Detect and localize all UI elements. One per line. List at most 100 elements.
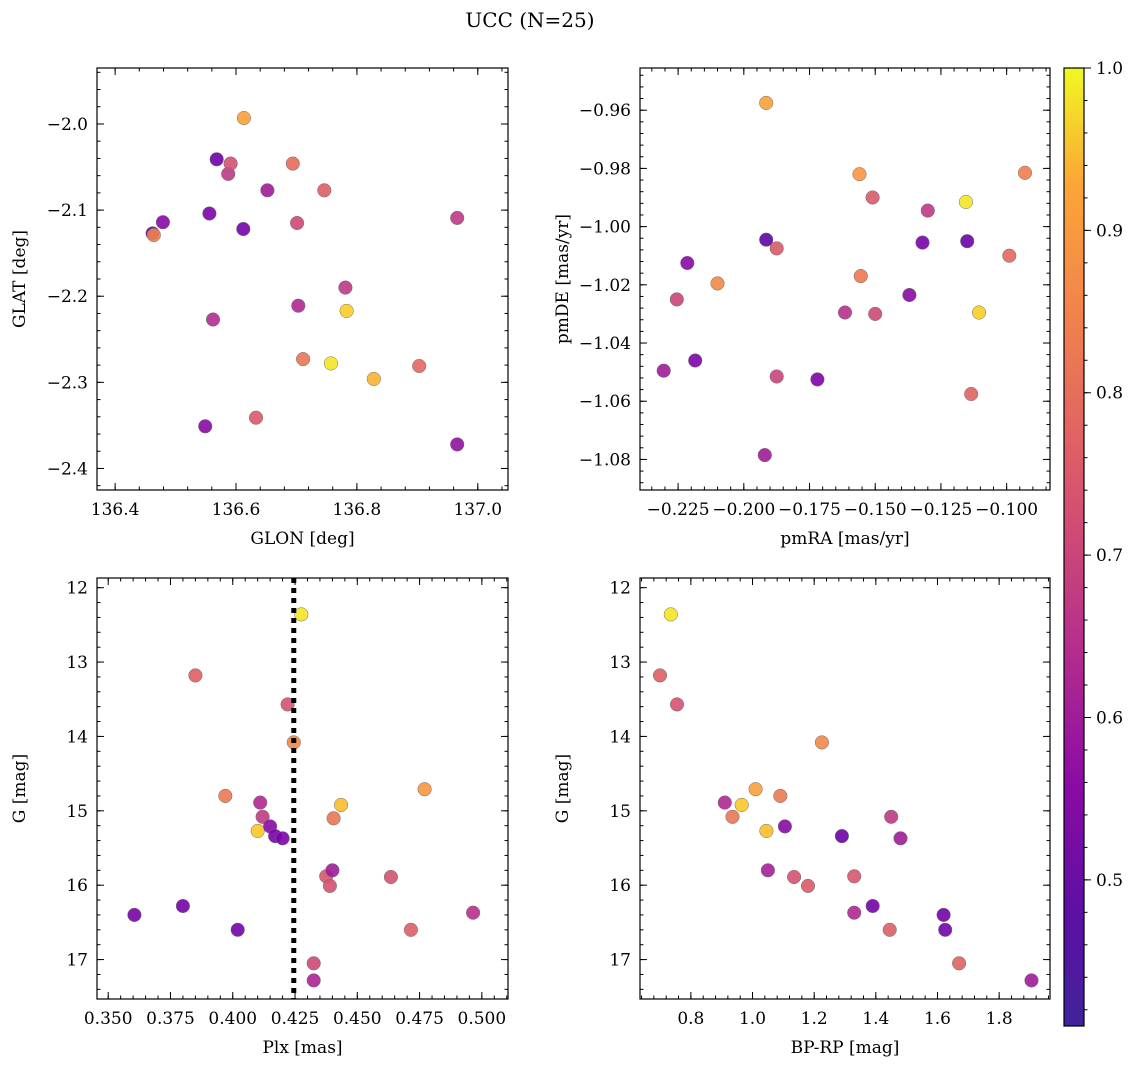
plot-frame	[96, 67, 509, 491]
y-tick-label: 14	[66, 727, 88, 747]
data-point	[868, 306, 883, 321]
data-point	[198, 419, 213, 434]
colorbar: 0.5 0.6 0.7 0.8 0.9 1.0	[1063, 59, 1123, 1027]
y-tick-label: 14	[609, 727, 631, 747]
x-tick-label: 1.0	[739, 1009, 766, 1029]
data-point	[306, 973, 321, 988]
plot-frame	[639, 67, 1051, 491]
colorbar-tick-label: 0.8	[1096, 384, 1123, 404]
data-point	[202, 206, 217, 221]
y-axis-label: G [mag]	[553, 754, 573, 823]
colorbar-tick-label: 0.5	[1096, 871, 1123, 891]
x-tick-label: 1.8	[986, 1009, 1013, 1029]
data-point	[759, 95, 774, 110]
data-point	[800, 878, 816, 893]
data-point	[146, 228, 161, 243]
x-tick-label: 137.0	[453, 500, 502, 520]
x-tick-label: 0.500	[458, 1009, 507, 1029]
data-point	[322, 878, 337, 893]
y-tick-label: 13	[609, 653, 631, 673]
data-point	[734, 797, 749, 812]
data-point	[882, 922, 897, 937]
y-tick-label: −1.00	[579, 218, 631, 238]
data-point	[280, 697, 295, 712]
data-point	[323, 356, 338, 371]
data-point	[223, 156, 238, 171]
data-point	[717, 795, 732, 810]
data-point	[652, 668, 668, 683]
data-point	[155, 215, 170, 230]
x-tick-label: −0.150	[844, 500, 907, 520]
x-tick-label: −0.225	[647, 500, 710, 520]
x-tick-label: 136.8	[333, 500, 382, 520]
y-axis-label: GLAT [deg]	[10, 230, 30, 328]
data-point	[1024, 973, 1039, 988]
data-point	[260, 183, 275, 198]
colorbar-tick-label: 0.6	[1096, 708, 1123, 728]
y-tick-label: 12	[609, 579, 631, 599]
y-tick-label: 12	[66, 579, 88, 599]
data-point	[383, 869, 398, 885]
y-tick-label: 17	[609, 951, 631, 971]
x-tick-label: 136.4	[91, 500, 140, 520]
x-tick-label: 0.425	[271, 1009, 320, 1029]
data-point	[339, 303, 354, 318]
x-tick-label: 0.375	[146, 1009, 195, 1029]
x-axis-label: pmRA [mas/yr]	[780, 529, 909, 549]
y-tick-label: −2.2	[47, 287, 88, 307]
data-point	[777, 819, 792, 834]
x-tick-label: 0.400	[208, 1009, 257, 1029]
data-point	[236, 110, 251, 126]
data-point	[255, 809, 270, 824]
y-tick-label: −0.96	[579, 101, 631, 121]
colorbar-tick-label: 0.7	[1096, 546, 1123, 566]
data-point	[326, 811, 341, 826]
data-point	[230, 922, 245, 937]
data-point	[366, 371, 381, 386]
data-point	[958, 194, 973, 209]
data-point	[188, 668, 203, 683]
y-tick-label: 13	[66, 653, 88, 673]
data-point	[656, 363, 671, 378]
data-point	[865, 898, 880, 914]
x-tick-label: 0.475	[395, 1009, 444, 1029]
data-point	[760, 863, 775, 878]
data-point	[847, 905, 862, 920]
data-point	[902, 287, 917, 303]
colorbar-tick-label: 0.9	[1096, 221, 1123, 241]
data-point	[306, 956, 321, 971]
x-tick-label: 0.450	[333, 1009, 382, 1029]
data-point	[1017, 165, 1033, 180]
data-point	[769, 241, 784, 256]
data-point	[810, 372, 825, 387]
data-point	[253, 795, 268, 810]
data-point	[669, 292, 684, 307]
y-tick-label: −2.1	[47, 201, 88, 221]
x-tick-label: 1.6	[924, 1009, 951, 1029]
data-point	[710, 276, 725, 291]
y-tick-label: 15	[66, 802, 88, 822]
colorbar-gradient	[1063, 67, 1085, 1027]
data-point	[847, 869, 862, 884]
data-point	[964, 386, 979, 402]
data-point	[759, 823, 774, 838]
data-point	[450, 210, 465, 225]
y-axis-label: G [mag]	[10, 754, 30, 823]
colorbar-tick-label: 1.0	[1096, 59, 1123, 79]
data-point	[680, 255, 695, 271]
panel-4: 0.8 1.0 1.2 1.4 1.6 1.8 12 13 14 15 16 17 BP-RP [mag…	[553, 577, 1051, 1058]
y-tick-label: −2.0	[47, 115, 88, 135]
data-point	[834, 829, 849, 844]
data-point	[294, 607, 309, 622]
data-point	[248, 410, 264, 425]
data-point	[127, 907, 142, 922]
data-point	[290, 215, 305, 231]
y-tick-label: −1.04	[579, 334, 631, 354]
data-point	[291, 298, 306, 313]
data-point	[884, 809, 899, 824]
y-tick-label: −1.08	[579, 450, 631, 470]
data-point	[250, 823, 265, 838]
data-point	[971, 305, 987, 320]
data-point	[334, 797, 349, 812]
